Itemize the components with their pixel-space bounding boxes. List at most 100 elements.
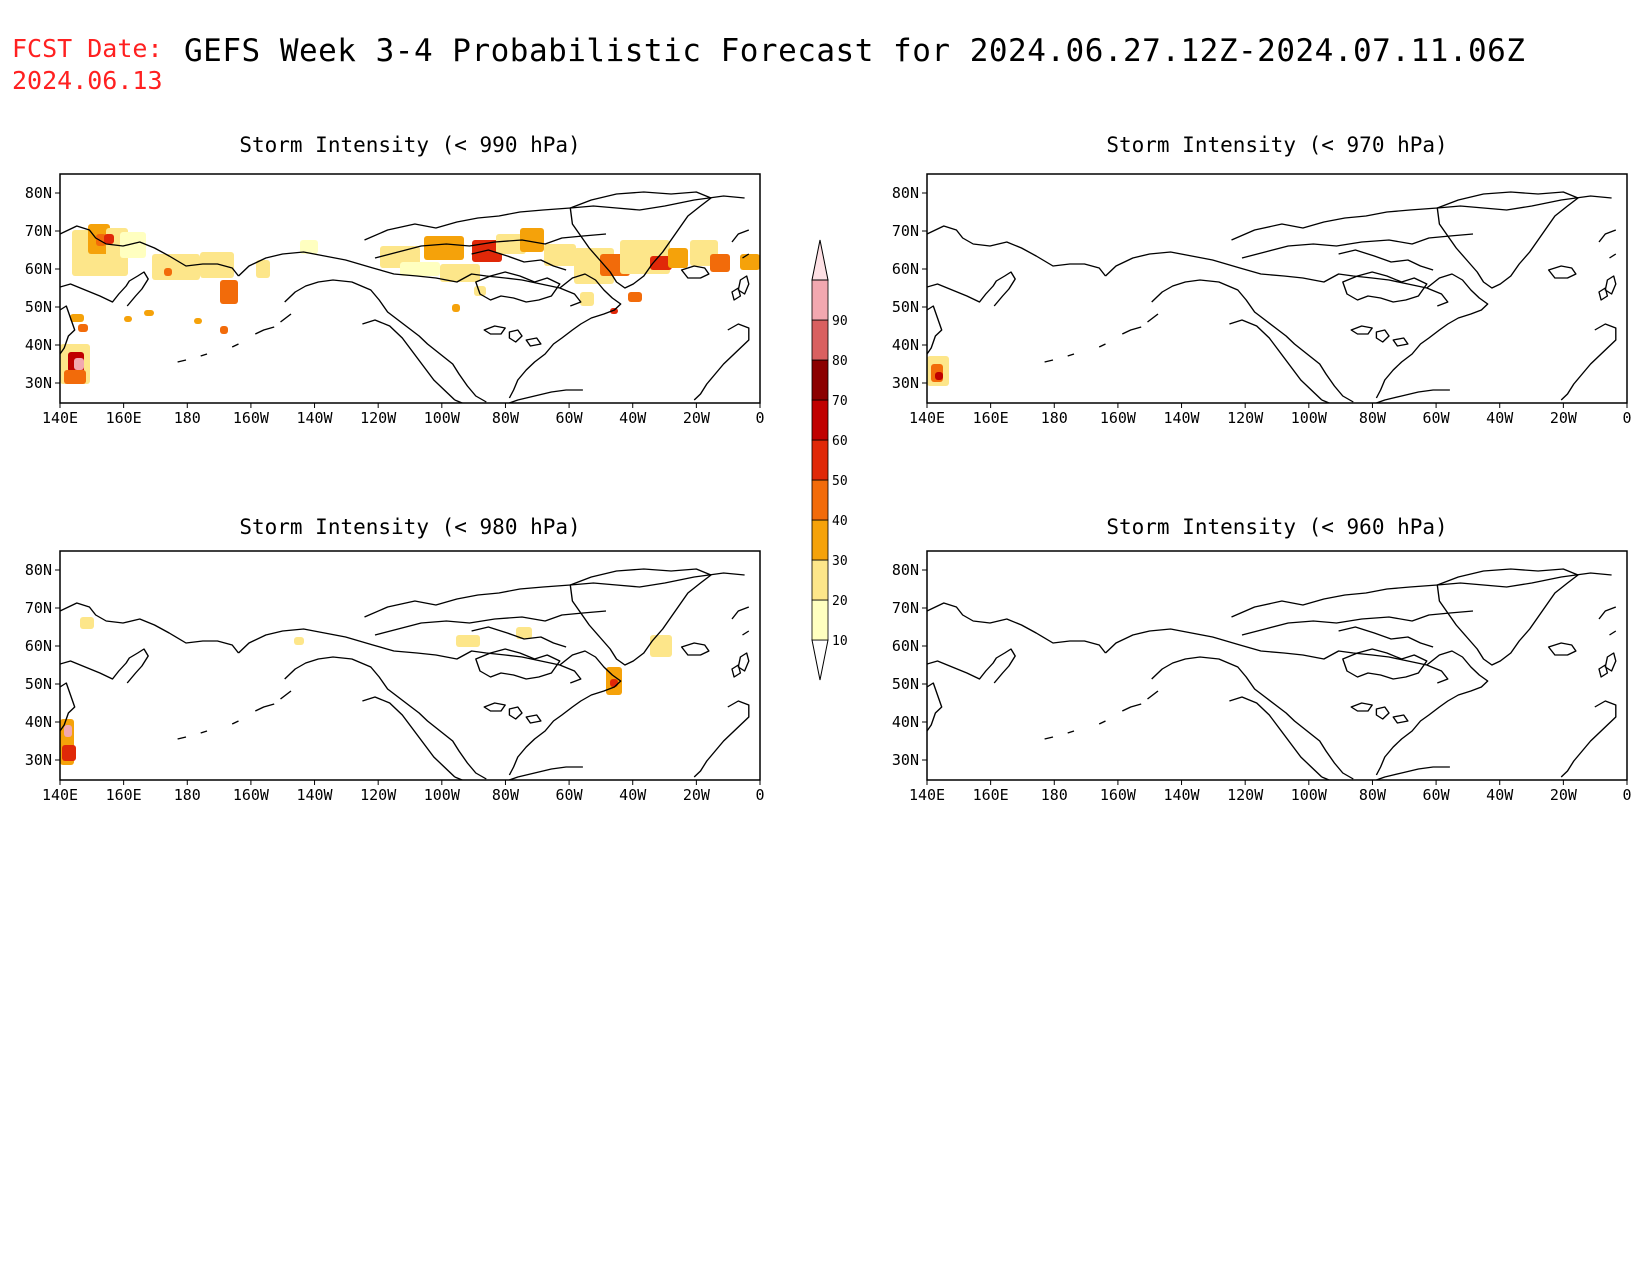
fcst-date-value: 2024.06.13	[12, 66, 163, 95]
probability-cell	[668, 248, 688, 268]
probability-cell	[710, 254, 730, 272]
lon-tick-label: 80W	[492, 409, 520, 427]
colorbar-swatch	[811, 599, 829, 641]
lon-tick-label: 80W	[1359, 409, 1387, 427]
colorbar-swatch	[811, 479, 829, 521]
probability-cell	[740, 254, 760, 270]
probability-cell	[580, 292, 594, 306]
page-title: GEFS Week 3-4 Probabilistic Forecast for…	[184, 33, 1526, 69]
lon-tick-label: 180	[174, 409, 201, 427]
probability-cell	[80, 617, 94, 629]
probability-cell	[120, 232, 146, 258]
lon-tick-label: 180	[174, 786, 201, 804]
probability-cell	[220, 326, 228, 334]
probability-cell	[650, 635, 672, 657]
lon-tick-label: 160E	[106, 786, 142, 804]
fcst-date-label: FCST Date:	[12, 34, 163, 63]
panel-title-980: Storm Intensity (< 980 hPa)	[239, 515, 581, 539]
probability-cell	[424, 236, 464, 260]
map-panel-p960: 140E 160E 180 160W 140W 120W 100W 80W 60W 40W 20W 0…	[892, 550, 1632, 804]
probability-cell	[64, 725, 72, 737]
colorbar-swatch	[811, 319, 829, 361]
colorbar-swatch	[811, 519, 829, 561]
map-frame	[59, 550, 761, 781]
coastline	[60, 191, 750, 403]
probability-cell	[610, 679, 618, 687]
probability-cell	[62, 745, 76, 761]
lon-tick-label: 40W	[619, 786, 647, 804]
lon-tick-label: 140W	[296, 409, 333, 427]
lat-tick-label: 40N	[25, 336, 52, 354]
probability-cell	[152, 254, 200, 280]
lon-tick-label: 0	[1622, 786, 1631, 804]
panel-title-970: Storm Intensity (< 970 hPa)	[1106, 133, 1448, 157]
lat-tick-label: 60N	[892, 637, 919, 655]
probability-cell	[74, 358, 84, 370]
colorbar-swatch	[811, 439, 829, 481]
colorbar-swatch	[811, 359, 829, 401]
colorbar-swatch	[811, 399, 829, 441]
panel-title-990: Storm Intensity (< 990 hPa)	[239, 133, 581, 157]
probability-cell	[64, 370, 86, 384]
colorbar-label: 70	[832, 394, 848, 409]
map-panel-p980: 140E 160E 180 160W 140W 120W 100W 80W 60W 40W 20W 0…	[25, 550, 765, 804]
lon-tick-label: 160W	[1100, 786, 1137, 804]
probability-cell	[104, 234, 114, 244]
probability-cell	[70, 314, 84, 322]
lon-tick-label: 180	[1041, 409, 1068, 427]
lon-tick-label: 140W	[1163, 786, 1200, 804]
lat-tick-label: 60N	[892, 260, 919, 278]
probability-cell	[200, 252, 234, 278]
lat-tick-label: 50N	[892, 675, 919, 693]
probability-cell	[220, 280, 238, 304]
colorbar-label: 40	[832, 514, 848, 529]
lon-tick-label: 120W	[1227, 786, 1264, 804]
colorbar-label: 90	[832, 314, 848, 329]
map-frame	[926, 173, 1628, 404]
colorbar-swatch	[811, 559, 829, 601]
lat-tick-label: 70N	[892, 599, 919, 617]
lon-tick-label: 160W	[233, 786, 270, 804]
probability-cell	[516, 627, 532, 639]
lon-tick-label: 140E	[42, 409, 78, 427]
map-panel-p970: 140E 160E 180 160W 140W 120W 100W 80W 60W 40W 20W 0…	[892, 173, 1632, 427]
probability-cell	[400, 262, 440, 276]
lon-tick-label: 60W	[556, 786, 584, 804]
lon-tick-label: 120W	[1227, 409, 1264, 427]
colorbar-swatch	[811, 279, 829, 321]
lat-tick-label: 80N	[892, 561, 919, 579]
coastline	[60, 568, 750, 780]
lat-tick-label: 80N	[25, 184, 52, 202]
lon-tick-label: 120W	[360, 409, 397, 427]
lon-tick-label: 0	[755, 409, 764, 427]
lat-tick-label: 50N	[25, 298, 52, 316]
probability-cell	[456, 635, 480, 647]
lon-tick-label: 40W	[1486, 786, 1514, 804]
lon-tick-label: 100W	[1291, 409, 1328, 427]
probability-cell	[935, 372, 943, 380]
lat-tick-label: 30N	[892, 751, 919, 769]
lon-tick-label: 140E	[909, 786, 945, 804]
lon-tick-label: 60W	[1423, 786, 1451, 804]
lon-tick-label: 100W	[424, 409, 461, 427]
colorbar-lower-extension	[811, 639, 829, 681]
lon-tick-label: 180	[1041, 786, 1068, 804]
lat-tick-label: 50N	[892, 298, 919, 316]
coastline	[927, 191, 1617, 403]
lon-tick-label: 20W	[1550, 786, 1578, 804]
probability-cell	[520, 228, 544, 252]
lat-tick-label: 40N	[25, 713, 52, 731]
probability-cell	[164, 268, 172, 276]
probability-cell	[294, 637, 304, 645]
colorbar-label: 30	[832, 554, 848, 569]
lat-tick-label: 40N	[892, 713, 919, 731]
lon-tick-label: 100W	[424, 786, 461, 804]
lon-tick-label: 20W	[683, 409, 711, 427]
lat-tick-label: 30N	[892, 374, 919, 392]
map-frame	[59, 173, 761, 404]
lon-tick-label: 20W	[683, 786, 711, 804]
lat-tick-label: 60N	[25, 260, 52, 278]
colorbar-upper-extension	[811, 239, 829, 281]
lat-tick-label: 70N	[25, 599, 52, 617]
